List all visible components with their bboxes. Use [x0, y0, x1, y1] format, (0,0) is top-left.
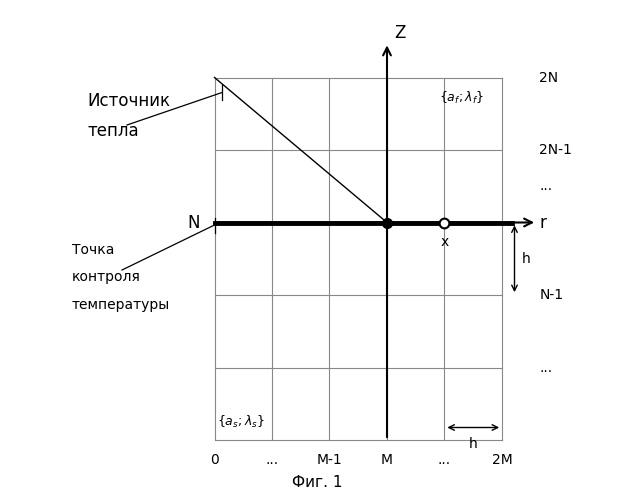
Text: Фиг. 1: Фиг. 1	[292, 475, 342, 490]
Text: $\{a_s;\lambda_s\}$: $\{a_s;\lambda_s\}$	[217, 414, 265, 430]
Text: h: h	[469, 436, 477, 450]
Text: 0: 0	[210, 452, 219, 466]
Text: $\{a_f;\lambda_f\}$: $\{a_f;\lambda_f\}$	[439, 90, 484, 106]
Text: Z: Z	[394, 24, 406, 42]
Text: 2N: 2N	[540, 70, 559, 85]
Text: Источник: Источник	[87, 92, 170, 110]
Text: ...: ...	[540, 180, 553, 193]
Text: x: x	[441, 235, 449, 249]
Text: Точка: Точка	[72, 242, 114, 256]
Text: ...: ...	[438, 452, 451, 466]
Text: h: h	[522, 252, 531, 266]
Text: M-1: M-1	[316, 452, 342, 466]
Text: r: r	[540, 214, 547, 232]
Text: тепла: тепла	[87, 122, 139, 140]
Text: температуры: температуры	[72, 298, 171, 312]
Text: N-1: N-1	[540, 288, 564, 302]
Text: M: M	[381, 452, 393, 466]
Text: ...: ...	[540, 360, 553, 374]
Text: 2M: 2M	[491, 452, 512, 466]
Text: контроля: контроля	[72, 270, 141, 284]
Text: 2N-1: 2N-1	[540, 143, 573, 157]
Text: N: N	[187, 214, 200, 232]
Text: ...: ...	[266, 452, 278, 466]
